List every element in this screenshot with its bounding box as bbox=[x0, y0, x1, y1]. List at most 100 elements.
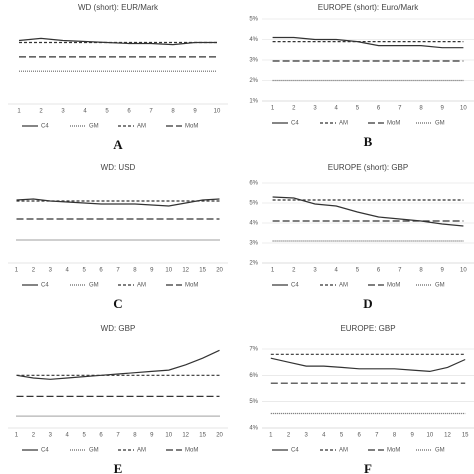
x-tick-label: 20 bbox=[216, 268, 223, 274]
x-tick-label: 12 bbox=[182, 268, 189, 274]
x-tick-label: 8 bbox=[393, 433, 397, 439]
x-tick-label: 1 bbox=[271, 268, 275, 274]
chart-title: WD: GBP bbox=[101, 324, 136, 333]
legend-label: MoM bbox=[387, 448, 400, 454]
x-tick-label: 8 bbox=[171, 109, 175, 115]
x-tick-label: 2 bbox=[39, 109, 43, 115]
series-line bbox=[272, 36, 464, 49]
x-tick-label: 9 bbox=[150, 268, 154, 274]
x-tick-label: 9 bbox=[441, 106, 445, 112]
x-tick-label: 4 bbox=[66, 433, 70, 439]
x-tick-label: 2 bbox=[292, 106, 296, 112]
x-tick-label: 1 bbox=[17, 109, 21, 115]
x-tick-label: 12 bbox=[182, 433, 189, 439]
x-tick-label: 9 bbox=[150, 433, 154, 439]
x-tick-label: 6 bbox=[357, 433, 361, 439]
x-tick-label: 4 bbox=[335, 106, 339, 112]
y-tick-label: 4% bbox=[249, 37, 258, 43]
x-tick-label: 10 bbox=[165, 433, 172, 439]
legend-label: MoM bbox=[185, 283, 198, 289]
x-tick-label: 5 bbox=[356, 268, 360, 274]
legend-label: C4 bbox=[291, 283, 299, 289]
series-line bbox=[18, 37, 217, 46]
x-tick-label: 10 bbox=[214, 109, 221, 115]
x-tick-label: 1 bbox=[15, 268, 19, 274]
x-tick-label: 2 bbox=[32, 433, 36, 439]
chart-title: WD (short): EUR/Mark bbox=[78, 3, 159, 12]
legend-label: C4 bbox=[41, 124, 49, 130]
series-line bbox=[272, 196, 464, 227]
x-tick-label: 7 bbox=[116, 268, 120, 274]
x-tick-label: 2 bbox=[292, 268, 296, 274]
legend-label: AM bbox=[339, 283, 348, 289]
y-tick-label: 7% bbox=[249, 347, 258, 353]
x-tick-label: 6 bbox=[127, 109, 131, 115]
y-tick-label: 6% bbox=[249, 373, 258, 379]
panel-letter: F bbox=[364, 461, 372, 474]
legend-label: GM bbox=[89, 448, 99, 454]
x-tick-label: 10 bbox=[460, 106, 467, 112]
panel-letter: D bbox=[363, 296, 372, 311]
x-tick-label: 5 bbox=[82, 433, 86, 439]
x-tick-label: 2 bbox=[287, 433, 291, 439]
x-tick-label: 8 bbox=[133, 433, 137, 439]
legend-label: AM bbox=[137, 283, 146, 289]
x-tick-label: 9 bbox=[441, 268, 445, 274]
y-tick-label: 4% bbox=[249, 426, 258, 432]
y-tick-label: 5% bbox=[249, 17, 258, 23]
legend-label: C4 bbox=[291, 448, 299, 454]
x-tick-label: 10 bbox=[165, 268, 172, 274]
legend-label: MoM bbox=[185, 448, 198, 454]
legend-label: AM bbox=[137, 448, 146, 454]
x-tick-label: 3 bbox=[313, 268, 317, 274]
y-tick-label: 5% bbox=[249, 201, 258, 207]
x-tick-label: 5 bbox=[340, 433, 344, 439]
x-tick-label: 7 bbox=[398, 106, 402, 112]
panel-letter: C bbox=[113, 296, 122, 311]
legend-label: C4 bbox=[41, 283, 49, 289]
x-tick-label: 1 bbox=[15, 433, 19, 439]
x-tick-label: 7 bbox=[398, 268, 402, 274]
x-tick-label: 3 bbox=[304, 433, 308, 439]
panel-letter: A bbox=[113, 137, 123, 152]
x-tick-label: 3 bbox=[49, 268, 53, 274]
x-tick-label: 3 bbox=[49, 433, 53, 439]
legend-label: GM bbox=[435, 448, 445, 454]
y-tick-label: 2% bbox=[249, 261, 258, 267]
y-tick-label: 5% bbox=[249, 399, 258, 405]
x-tick-label: 15 bbox=[462, 433, 469, 439]
legend-label: C4 bbox=[41, 448, 49, 454]
legend-label: MoM bbox=[387, 283, 400, 289]
x-tick-label: 1 bbox=[271, 106, 275, 112]
legend-label: MoM bbox=[185, 124, 198, 130]
legend-label: MoM bbox=[387, 121, 400, 127]
legend-label: AM bbox=[339, 448, 348, 454]
x-tick-label: 6 bbox=[377, 106, 381, 112]
x-tick-label: 6 bbox=[99, 433, 103, 439]
legend-label: GM bbox=[89, 283, 99, 289]
x-tick-label: 7 bbox=[149, 109, 153, 115]
chart-title: WD: USD bbox=[101, 163, 136, 172]
legend-label: GM bbox=[435, 283, 445, 289]
x-tick-label: 7 bbox=[375, 433, 379, 439]
legend-label: C4 bbox=[291, 121, 299, 127]
x-tick-label: 8 bbox=[419, 268, 423, 274]
legend-label: GM bbox=[435, 121, 445, 127]
x-tick-label: 12 bbox=[444, 433, 451, 439]
x-tick-label: 9 bbox=[410, 433, 414, 439]
x-tick-label: 2 bbox=[32, 268, 36, 274]
x-tick-label: 5 bbox=[105, 109, 109, 115]
chart-title: EUROPE (short): Euro/Mark bbox=[318, 3, 419, 12]
series-line bbox=[16, 198, 220, 207]
legend-label: AM bbox=[339, 121, 348, 127]
x-tick-label: 8 bbox=[419, 106, 423, 112]
x-tick-label: 20 bbox=[216, 433, 223, 439]
y-tick-label: 2% bbox=[249, 78, 258, 84]
x-tick-label: 15 bbox=[199, 268, 206, 274]
x-tick-label: 4 bbox=[335, 268, 339, 274]
x-tick-label: 7 bbox=[116, 433, 120, 439]
panel-letter: E bbox=[114, 461, 123, 474]
x-tick-label: 3 bbox=[61, 109, 65, 115]
x-tick-label: 3 bbox=[313, 106, 317, 112]
